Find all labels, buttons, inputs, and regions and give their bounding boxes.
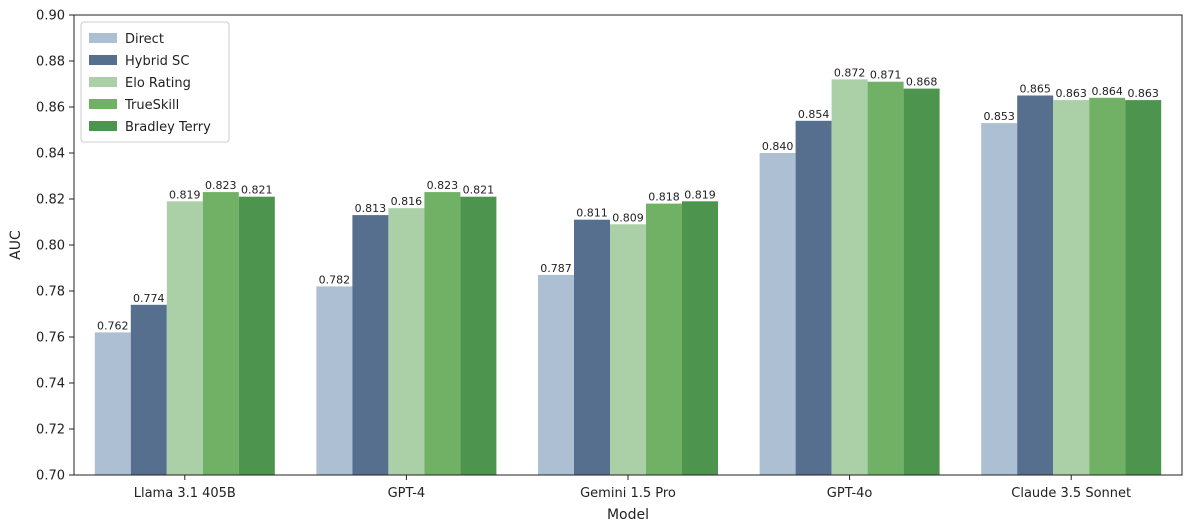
bar-value-label: 0.782 [319,273,351,286]
legend-label: Direct [125,32,164,47]
x-tick-label: Gemini 1.5 Pro [580,486,676,501]
x-axis-ticks: Llama 3.1 405B GPT-4 Gemini 1.5 Pro GPT-4o C… [134,475,1131,501]
bar-value-label: 0.863 [1127,87,1159,100]
legend-swatch [89,99,117,109]
bar-value-label: 0.813 [355,202,387,215]
y-tick-label: 0.86 [36,101,65,116]
bar-bradley-terry [460,196,497,475]
y-tick-label: 0.84 [36,147,65,162]
bar-value-label: 0.854 [798,108,830,121]
x-tick-label: Claude 3.5 Sonnet [1011,486,1131,501]
y-tick-label: 0.72 [36,423,65,438]
y-axis-label: AUC [8,230,24,260]
bar-direct [94,332,131,475]
data-labels: 0.762 0.774 0.819 0.823 0.821 0.782 0.813 0.816… [97,66,1159,332]
legend-swatch [89,77,117,87]
bar-value-label: 0.823 [205,179,237,192]
bar-trueskill [1089,97,1126,476]
bar-value-label: 0.818 [648,191,680,204]
y-tick-label: 0.82 [36,193,65,208]
bar-direct [316,286,353,475]
bar-trueskill [646,203,682,475]
x-tick-label: GPT-4 [388,486,426,501]
bar-value-label: 0.864 [1091,85,1123,98]
x-axis-label: Model [607,507,649,523]
bar-hybrid-sc [1017,95,1054,475]
bar-value-label: 0.840 [762,140,794,153]
y-tick-label: 0.70 [36,469,65,484]
y-tick-label: 0.76 [36,331,65,346]
bar-bradley-terry [1125,100,1162,475]
bar-value-label: 0.865 [1019,83,1051,96]
legend-label: Bradley Terry [125,120,211,135]
bar-direct [981,123,1018,475]
y-axis-ticks: 0.70 0.72 0.74 0.76 0.78 0.80 0.82 0.84 0.86 0.88… [36,9,74,484]
bar-value-label: 0.872 [834,66,866,79]
bar-bradley-terry [238,196,275,475]
bar-value-label: 0.816 [391,195,423,208]
legend: Direct Hybrid SC Elo Rating TrueSkill Bradle… [80,21,230,143]
bar-bradley-terry [682,201,718,476]
legend-label: Hybrid SC [125,54,189,69]
bar-value-label: 0.819 [169,188,201,201]
legend-label: Elo Rating [125,76,191,91]
bar-value-label: 0.853 [983,110,1015,123]
bar-value-label: 0.787 [540,262,572,275]
y-tick-label: 0.80 [36,239,65,254]
legend-box [80,21,230,143]
bar-direct [538,274,574,475]
bar-hybrid-sc [352,215,389,475]
bar-value-label: 0.871 [870,69,902,82]
legend-label: TrueSkill [124,98,179,113]
bar-value-label: 0.809 [612,211,644,224]
y-tick-label: 0.78 [36,285,65,300]
x-tick-label: GPT-4o [827,486,873,501]
bar-elo-rating [610,224,646,475]
bar-elo-rating [831,79,868,476]
bar-value-label: 0.774 [133,292,165,305]
bar-trueskill [424,192,461,475]
bar-value-label: 0.811 [576,207,608,220]
legend-swatch [89,55,117,65]
bar-trueskill [867,81,904,475]
bar-value-label: 0.821 [463,184,495,197]
plot-frame [73,14,1183,476]
bar-value-label: 0.819 [684,188,716,201]
bar-hybrid-sc [130,304,167,475]
bar-hybrid-sc [574,219,610,475]
bar-value-label: 0.868 [906,76,938,89]
bar-elo-rating [388,208,425,475]
bar-elo-rating [166,201,203,476]
legend-swatch [89,33,117,43]
bar-hybrid-sc [795,120,832,476]
y-tick-label: 0.88 [36,55,65,70]
x-tick-label: Llama 3.1 405B [134,486,236,501]
bar-value-label: 0.821 [241,184,273,197]
bar-value-label: 0.823 [427,179,459,192]
bar-elo-rating [1053,100,1090,475]
y-tick-label: 0.74 [36,377,65,392]
bars [94,79,1162,476]
bar-value-label: 0.863 [1055,87,1087,100]
y-tick-label: 0.90 [36,9,65,24]
bar-direct [759,153,796,475]
bar-bradley-terry [903,88,940,475]
bar-trueskill [202,192,239,475]
bar-value-label: 0.762 [97,319,129,332]
legend-swatch [89,121,117,131]
